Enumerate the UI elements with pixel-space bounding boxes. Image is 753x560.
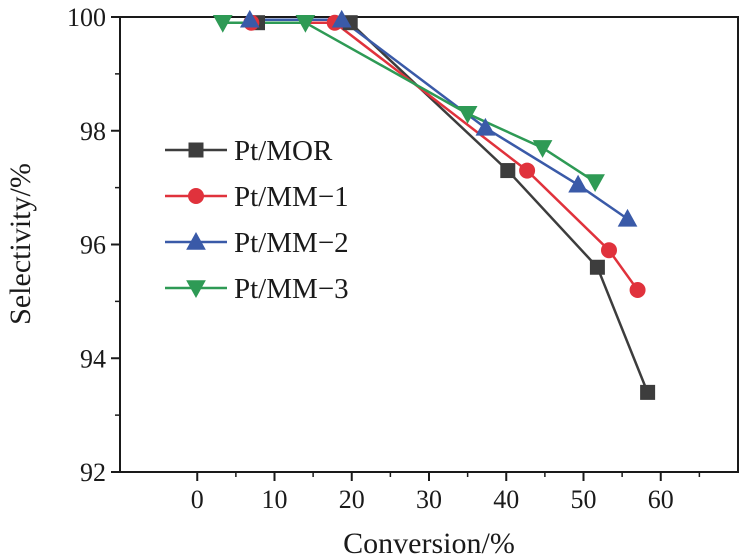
- y-tick-label-4: 100: [67, 3, 106, 32]
- x-tick-label-3: 30: [416, 485, 442, 514]
- y-tick-label-3: 98: [80, 117, 106, 146]
- data-point-s3-1: [295, 14, 316, 33]
- legend-label-2: Pt/MM−2: [234, 227, 349, 259]
- data-point-s3-3: [532, 140, 553, 158]
- x-tick-label-4: 40: [493, 485, 519, 514]
- y-tick-label-0: 92: [80, 458, 106, 487]
- legend-label-0: Pt/MOR: [234, 135, 333, 167]
- data-point-s2-0: [239, 9, 260, 28]
- y-tick-label-2: 96: [80, 231, 106, 260]
- data-point-s3-4: [585, 174, 605, 192]
- x-tick-label-0: 0: [191, 485, 204, 514]
- legend-marker-1: [188, 188, 204, 204]
- legend-label-1: Pt/MM−1: [234, 181, 349, 213]
- x-axis-label: Conversion/%: [343, 527, 515, 560]
- data-point-s1-4: [629, 282, 646, 298]
- data-point-s2-2: [475, 117, 496, 136]
- data-point-s3-2: [457, 105, 478, 124]
- series-markers: [212, 9, 656, 400]
- x-tick-label-5: 50: [571, 485, 597, 514]
- data-point-s0-3: [589, 259, 605, 275]
- tick-labels: 0 10 20 30 40 50 60 92 94 96 98 100: [67, 3, 674, 514]
- data-point-s0-4: [640, 384, 656, 400]
- legend: Pt/MOR Pt/MM−1 Pt/MM−2 Pt/MM−3: [165, 135, 349, 305]
- data-point-s2-1: [331, 9, 352, 28]
- axis-ticks: [111, 16, 701, 481]
- x-tick-label-6: 60: [648, 485, 674, 514]
- data-point-s3-0: [212, 14, 233, 33]
- data-point-s0-2: [500, 163, 516, 179]
- data-point-s2-3: [568, 174, 588, 193]
- data-point-s1-2: [519, 162, 536, 179]
- x-tick-label-1: 10: [262, 485, 288, 514]
- data-point-s1-3: [600, 242, 617, 259]
- y-axis-label: Selectivity/%: [4, 163, 37, 325]
- legend-marker-0: [188, 142, 204, 158]
- legend-marker-2: [186, 231, 206, 250]
- legend-marker-3: [186, 280, 206, 299]
- data-point-s2-4: [617, 208, 638, 227]
- y-tick-label-1: 94: [80, 344, 106, 373]
- legend-label-3: Pt/MM−3: [234, 273, 349, 305]
- x-tick-label-2: 20: [339, 485, 365, 514]
